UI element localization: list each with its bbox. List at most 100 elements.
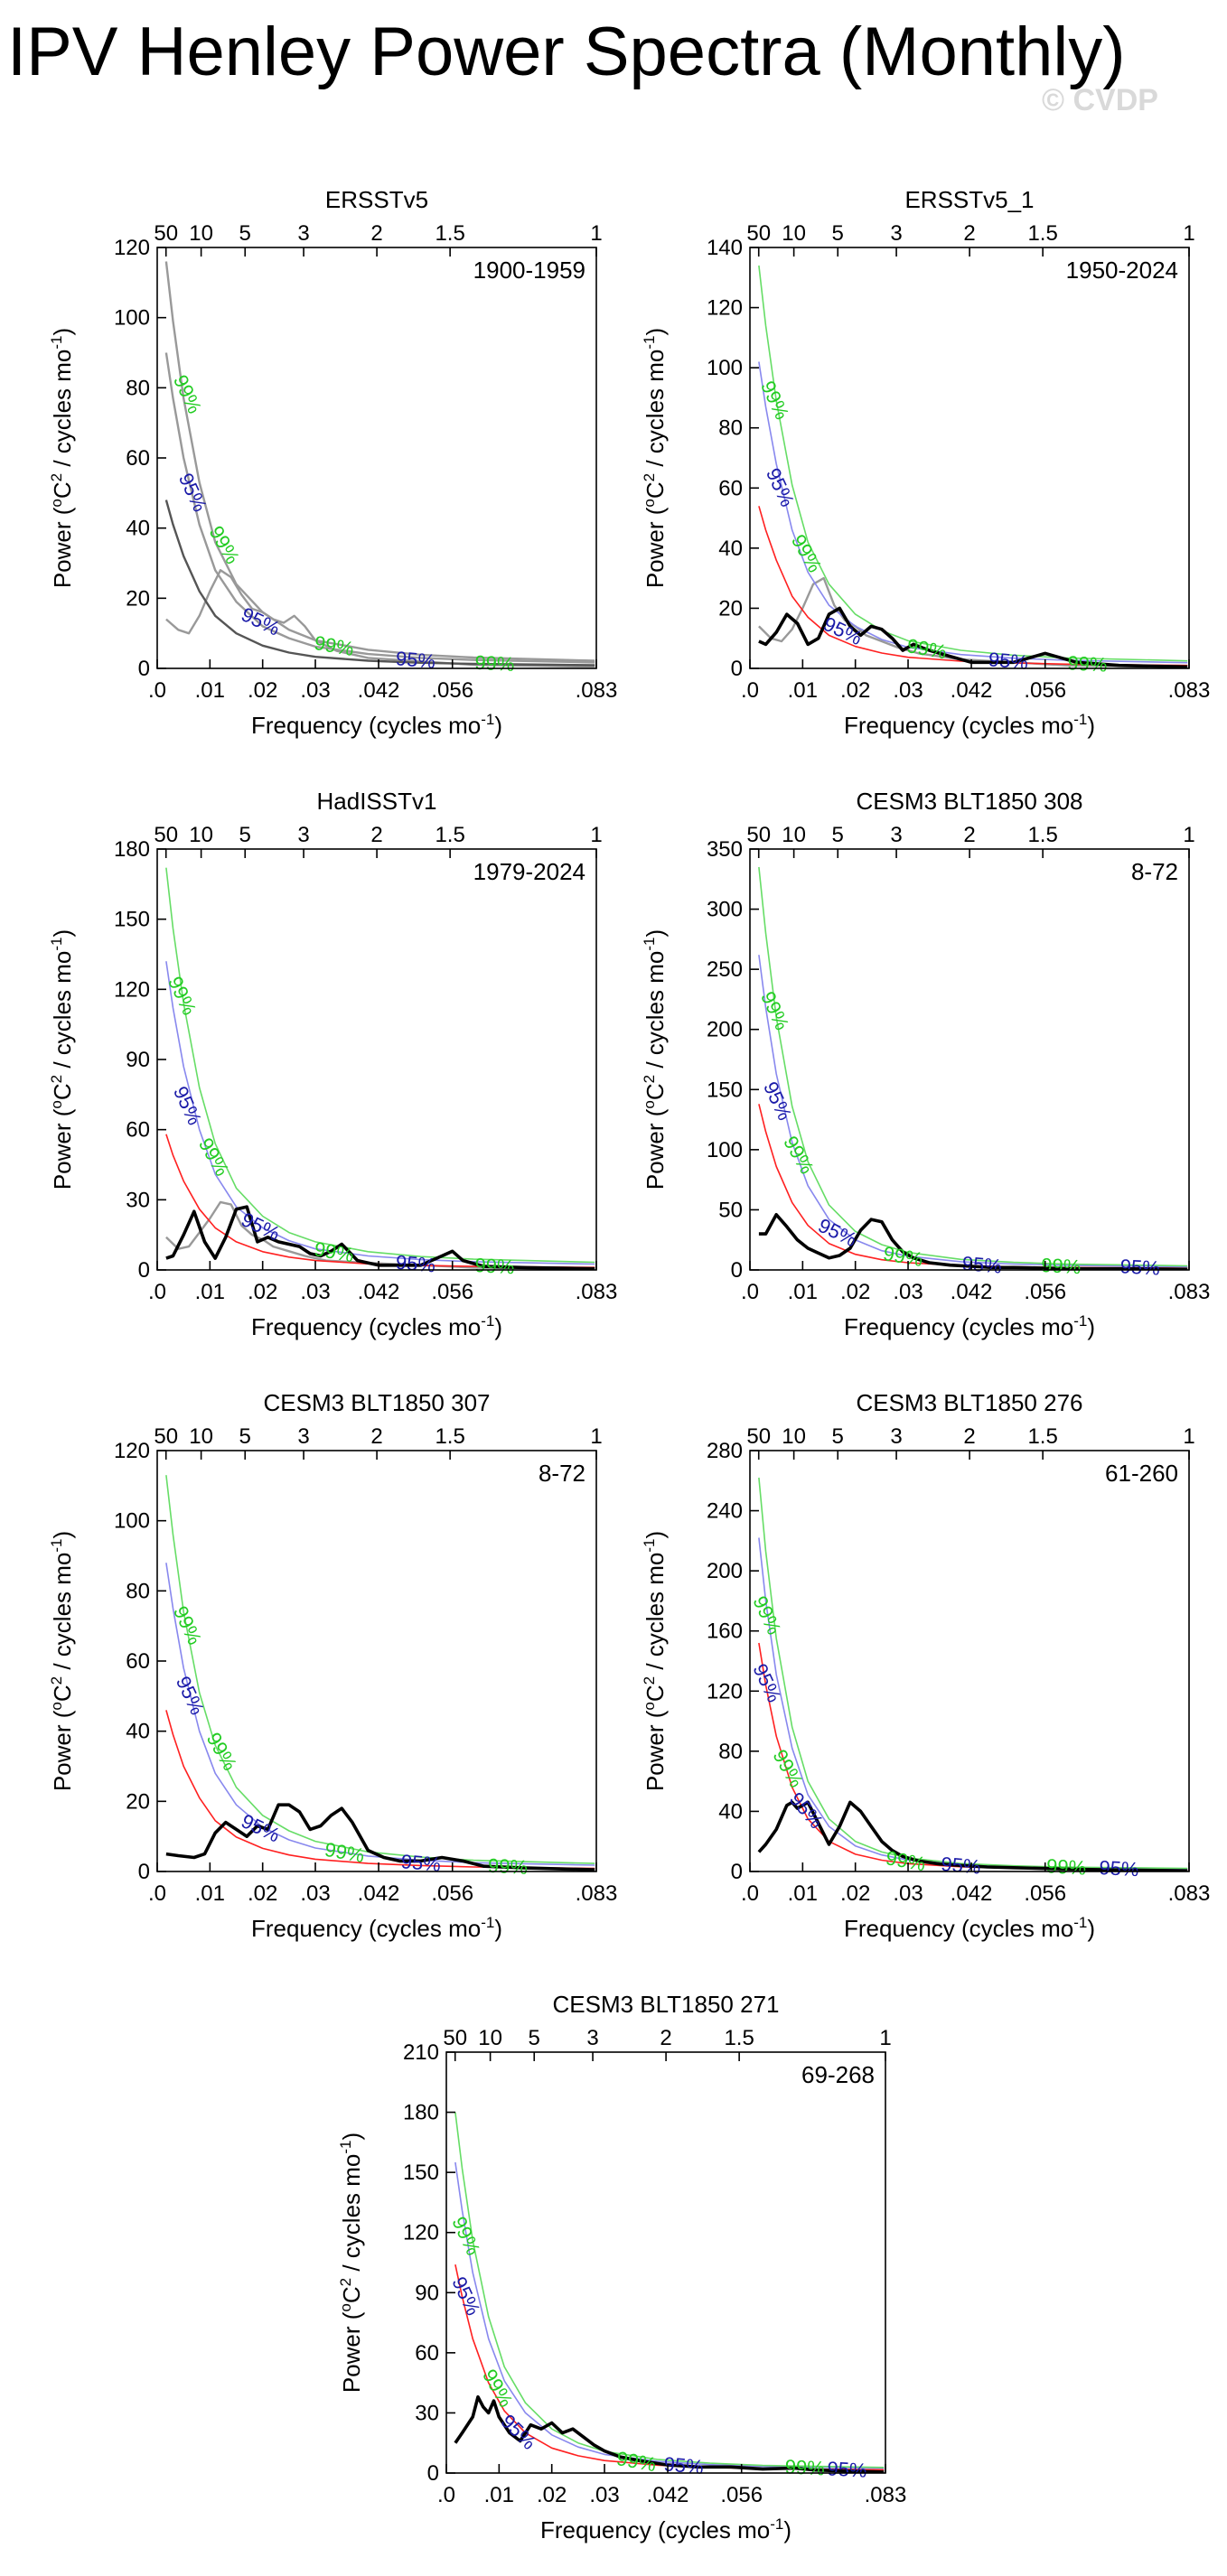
- series-line-ci95-line: [758, 361, 1188, 664]
- confidence-label: 99%: [487, 1854, 528, 1879]
- x-tick-label: .042: [358, 1881, 400, 1906]
- series-line-ci95-line: [165, 1563, 595, 1866]
- top-tick-label: 5: [239, 221, 251, 246]
- y-tick-label: 120: [114, 977, 150, 1002]
- y-tick-label: 240: [707, 1499, 743, 1524]
- confidence-label: 99%: [756, 378, 793, 423]
- confidence-label: 95%: [827, 2457, 867, 2481]
- chart-title: CESM3 BLT1850 271: [553, 1991, 780, 2018]
- y-tick-label: 60: [718, 476, 743, 500]
- top-tick-label: 10: [782, 221, 806, 246]
- chart-title: CESM3 BLT1850 308: [857, 788, 1083, 815]
- y-tick-label: 40: [126, 1720, 150, 1744]
- x-tick-label: .01: [195, 1881, 225, 1906]
- confidence-label: 95%: [238, 602, 283, 639]
- series-line-observed: [454, 2394, 885, 2473]
- confidence-label: 99%: [614, 2447, 658, 2476]
- y-axis-label: Power (oC2 / cycles mo-1): [48, 328, 76, 588]
- x-tick-label: .042: [951, 1280, 993, 1304]
- y-tick-label: 250: [707, 957, 743, 982]
- period-label: 1979-2024: [473, 858, 585, 885]
- y-tick-label: 60: [126, 1118, 150, 1143]
- y-tick-label: 0: [427, 2461, 439, 2486]
- confidence-label: 95%: [940, 1853, 981, 1879]
- x-tick-label: .0: [148, 1881, 166, 1906]
- x-tick-label: .01: [788, 1280, 818, 1304]
- chart-title: ERSSTv5_1: [904, 186, 1034, 213]
- confidence-label: 99%: [882, 1242, 925, 1271]
- y-tick-label: 180: [403, 2101, 439, 2125]
- y-tick-label: 40: [126, 517, 150, 541]
- x-tick-label: .042: [647, 2483, 689, 2507]
- y-tick-label: 0: [138, 1258, 150, 1283]
- x-tick-label: .083: [1168, 1280, 1211, 1304]
- y-axis-label: Power (oC2 / cycles mo-1): [641, 929, 669, 1190]
- top-tick-label: 1: [1183, 1424, 1194, 1449]
- top-tick-label: 3: [297, 1424, 309, 1449]
- y-tick-label: 150: [403, 2161, 439, 2185]
- confidence-label: 95%: [172, 1673, 209, 1718]
- chart-panel-2: 99% 95% 99% 95% 99% 95% 99% 0 20 40 60 80 100 120 140.…: [641, 186, 1210, 739]
- x-tick-label: .083: [576, 1280, 618, 1304]
- y-tick-label: 60: [415, 2341, 439, 2366]
- top-tick-label: 1.5: [1027, 221, 1057, 246]
- top-tick-label: 1.5: [1027, 823, 1057, 847]
- confidence-label: 95%: [988, 648, 1029, 674]
- x-axis-label: Frequency (cycles mo-1): [844, 711, 1095, 739]
- y-tick-label: 30: [126, 1188, 150, 1212]
- x-tick-label: .0: [741, 678, 759, 703]
- x-tick-label: .0: [148, 1280, 166, 1304]
- chart-panel-1: 99%95%99%95%99% 95% 99%020406080100120.0.0…: [48, 186, 617, 739]
- series-line-observed: [758, 606, 1188, 668]
- x-tick-label: .03: [589, 2483, 619, 2507]
- x-tick-label: .042: [358, 1280, 400, 1304]
- series-line-red-noise: [165, 1134, 595, 1268]
- top-tick-label: 3: [890, 221, 902, 246]
- confidence-label: 95%: [1119, 1255, 1160, 1279]
- x-tick-label: .01: [788, 1881, 818, 1906]
- confidence-label: 99%: [1041, 1254, 1082, 1278]
- y-tick-label: 60: [126, 1649, 150, 1674]
- y-tick-label: 50: [718, 1198, 743, 1222]
- top-tick-label: 5: [529, 2026, 540, 2050]
- x-tick-label: .083: [1168, 678, 1211, 703]
- top-tick-label: 3: [586, 2026, 598, 2050]
- series-line-reference-dark: [164, 499, 595, 667]
- x-axis-label: Frequency (cycles mo-1): [251, 1914, 502, 1942]
- chart-title: ERSSTv5: [325, 186, 428, 213]
- plot-frame: [749, 848, 1190, 1271]
- top-tick-label: 3: [297, 221, 309, 246]
- top-tick-label: 1.5: [435, 221, 464, 246]
- y-tick-label: 40: [718, 537, 743, 561]
- series-group: [758, 265, 1188, 668]
- y-tick-label: 180: [114, 837, 150, 862]
- top-tick-label: 2: [370, 221, 382, 246]
- series-line-reference: [164, 352, 595, 664]
- confidence-label: 99%: [905, 634, 949, 663]
- y-tick-label: 80: [126, 376, 150, 400]
- y-tick-label: 120: [403, 2221, 439, 2245]
- top-tick-label: 1: [1183, 221, 1194, 246]
- series-line-ci99-line: [758, 265, 1188, 662]
- top-tick-label: 5: [239, 823, 251, 847]
- series-line-ci99-line: [454, 2112, 885, 2469]
- x-tick-label: .0: [437, 2483, 455, 2507]
- y-tick-label: 60: [126, 446, 150, 471]
- x-tick-label: .02: [840, 1881, 870, 1906]
- confidence-label: 99%: [474, 1254, 515, 1278]
- series-group: [165, 867, 595, 1270]
- x-tick-label: .02: [840, 678, 870, 703]
- confidence-label: 95%: [748, 1660, 785, 1705]
- y-tick-label: 120: [707, 296, 743, 321]
- x-tick-label: .03: [300, 1280, 330, 1304]
- x-tick-label: .02: [248, 678, 277, 703]
- x-axis-label: Frequency (cycles mo-1): [251, 1312, 502, 1340]
- chart-title: CESM3 BLT1850 276: [857, 1389, 1083, 1416]
- confidence-label: 95%: [395, 1251, 436, 1277]
- y-tick-label: 120: [114, 1439, 150, 1463]
- confidence-label: 99%: [169, 1602, 206, 1647]
- y-axis-label: Power (oC2 / cycles mo-1): [48, 1531, 76, 1791]
- top-tick-label: 2: [660, 2026, 671, 2050]
- top-tick-label: 50: [746, 1424, 771, 1449]
- x-tick-label: .056: [431, 1280, 473, 1304]
